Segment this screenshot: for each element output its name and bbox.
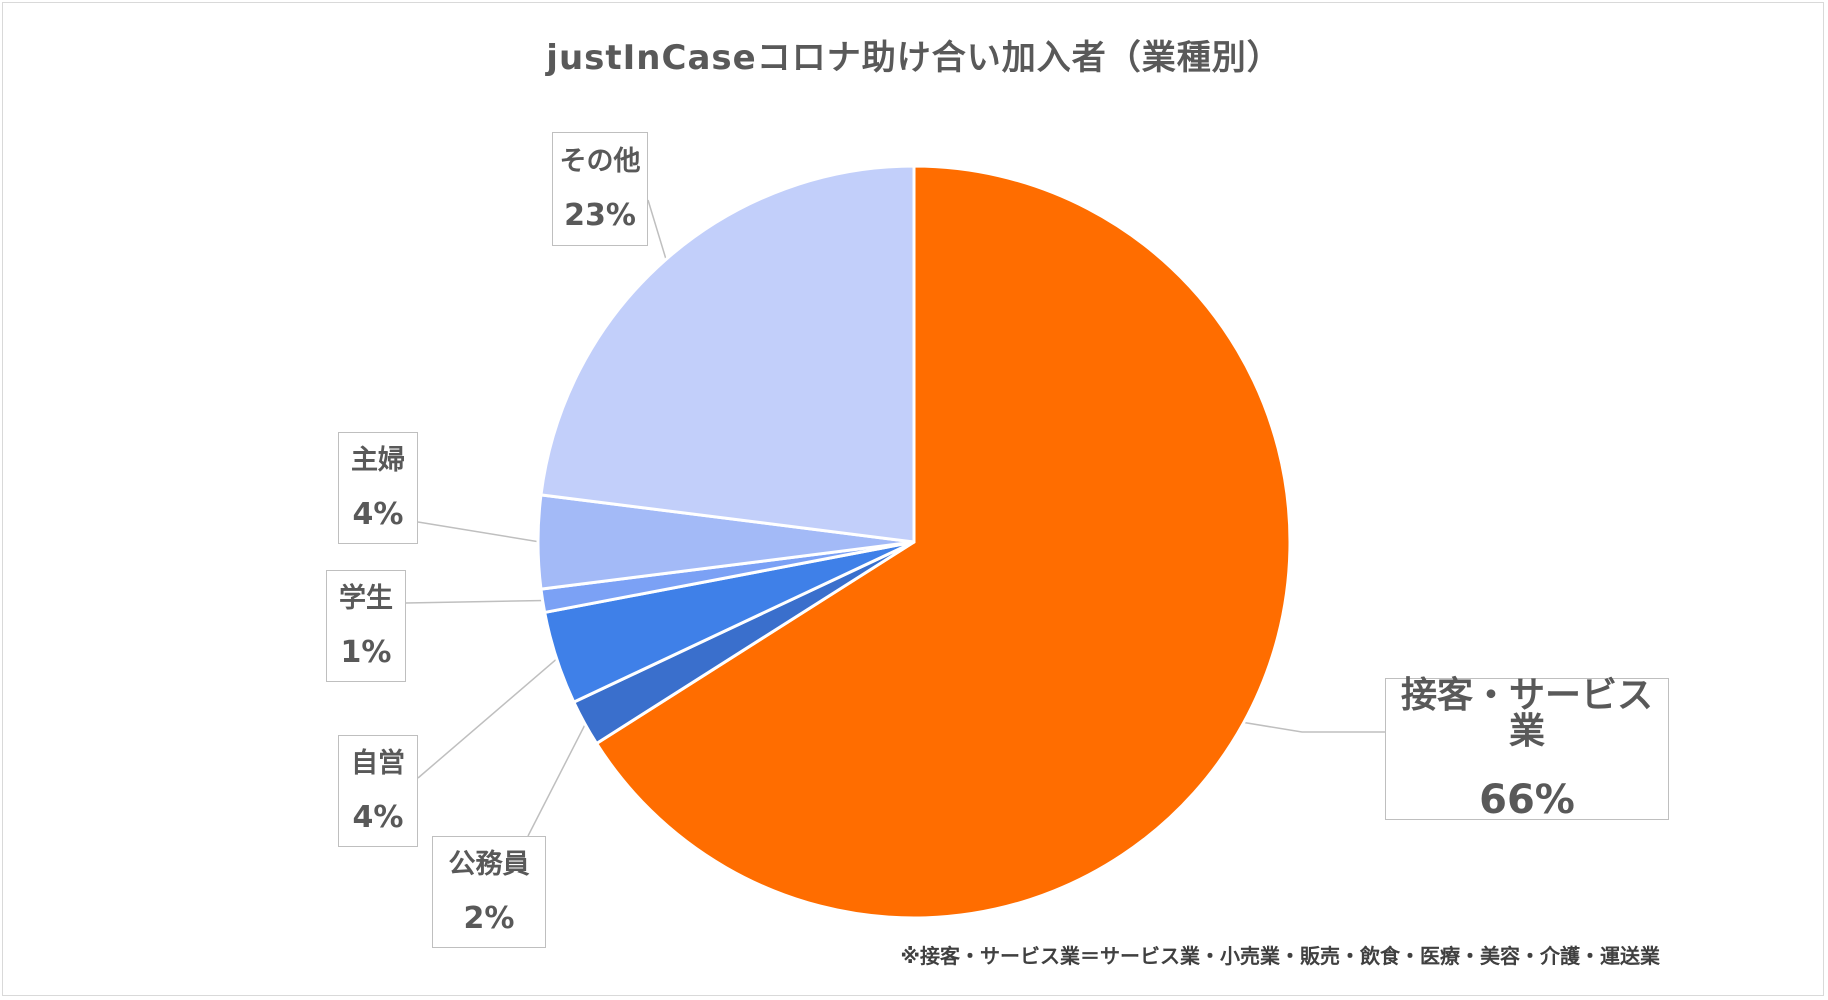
data-label-percent: 1% xyxy=(340,634,392,670)
leader-line-self-employed xyxy=(417,657,559,779)
pie-slice-other xyxy=(539,164,916,544)
data-label-category: 接客・サービス業 xyxy=(1400,675,1653,752)
pie-slice-service xyxy=(595,164,1292,920)
data-label-percent: 23% xyxy=(564,197,636,233)
leader-line-student xyxy=(405,599,545,604)
data-label-category: 学生 xyxy=(339,582,393,614)
leader-line-other xyxy=(647,199,668,262)
data-label-category: 主婦 xyxy=(351,444,405,476)
leader-lines xyxy=(405,199,1385,837)
data-label-category: 公務員 xyxy=(448,848,530,880)
data-label-percent: 4% xyxy=(352,496,404,532)
data-label-percent: 4% xyxy=(352,799,404,835)
data-label-percent: 66% xyxy=(1479,777,1575,823)
data-label-student: 学生 1% xyxy=(326,570,406,682)
leader-line-civil-servant xyxy=(527,721,587,837)
data-label-service: 接客・サービス業 66% xyxy=(1385,678,1669,820)
pie-slices xyxy=(536,164,1292,920)
data-label-category: その他 xyxy=(559,145,641,177)
leader-line-housewife xyxy=(417,521,541,543)
leader-line-service xyxy=(1241,721,1385,733)
data-label-housewife: 主婦 4% xyxy=(338,432,418,544)
data-label-civil-servant: 公務員 2% xyxy=(432,836,546,948)
data-label-self-employed: 自営 4% xyxy=(338,735,418,847)
data-label-percent: 2% xyxy=(463,900,515,936)
chart-title: justInCaseコロナ助け合い加入者（業種別） xyxy=(546,38,1282,78)
data-label-category: 自営 xyxy=(351,747,405,779)
footnote: ※接客・サービス業＝サービス業・小売業・販売・飲食・医療・美容・介護・運送業 xyxy=(900,944,1660,968)
data-label-other: その他 23% xyxy=(552,132,648,246)
